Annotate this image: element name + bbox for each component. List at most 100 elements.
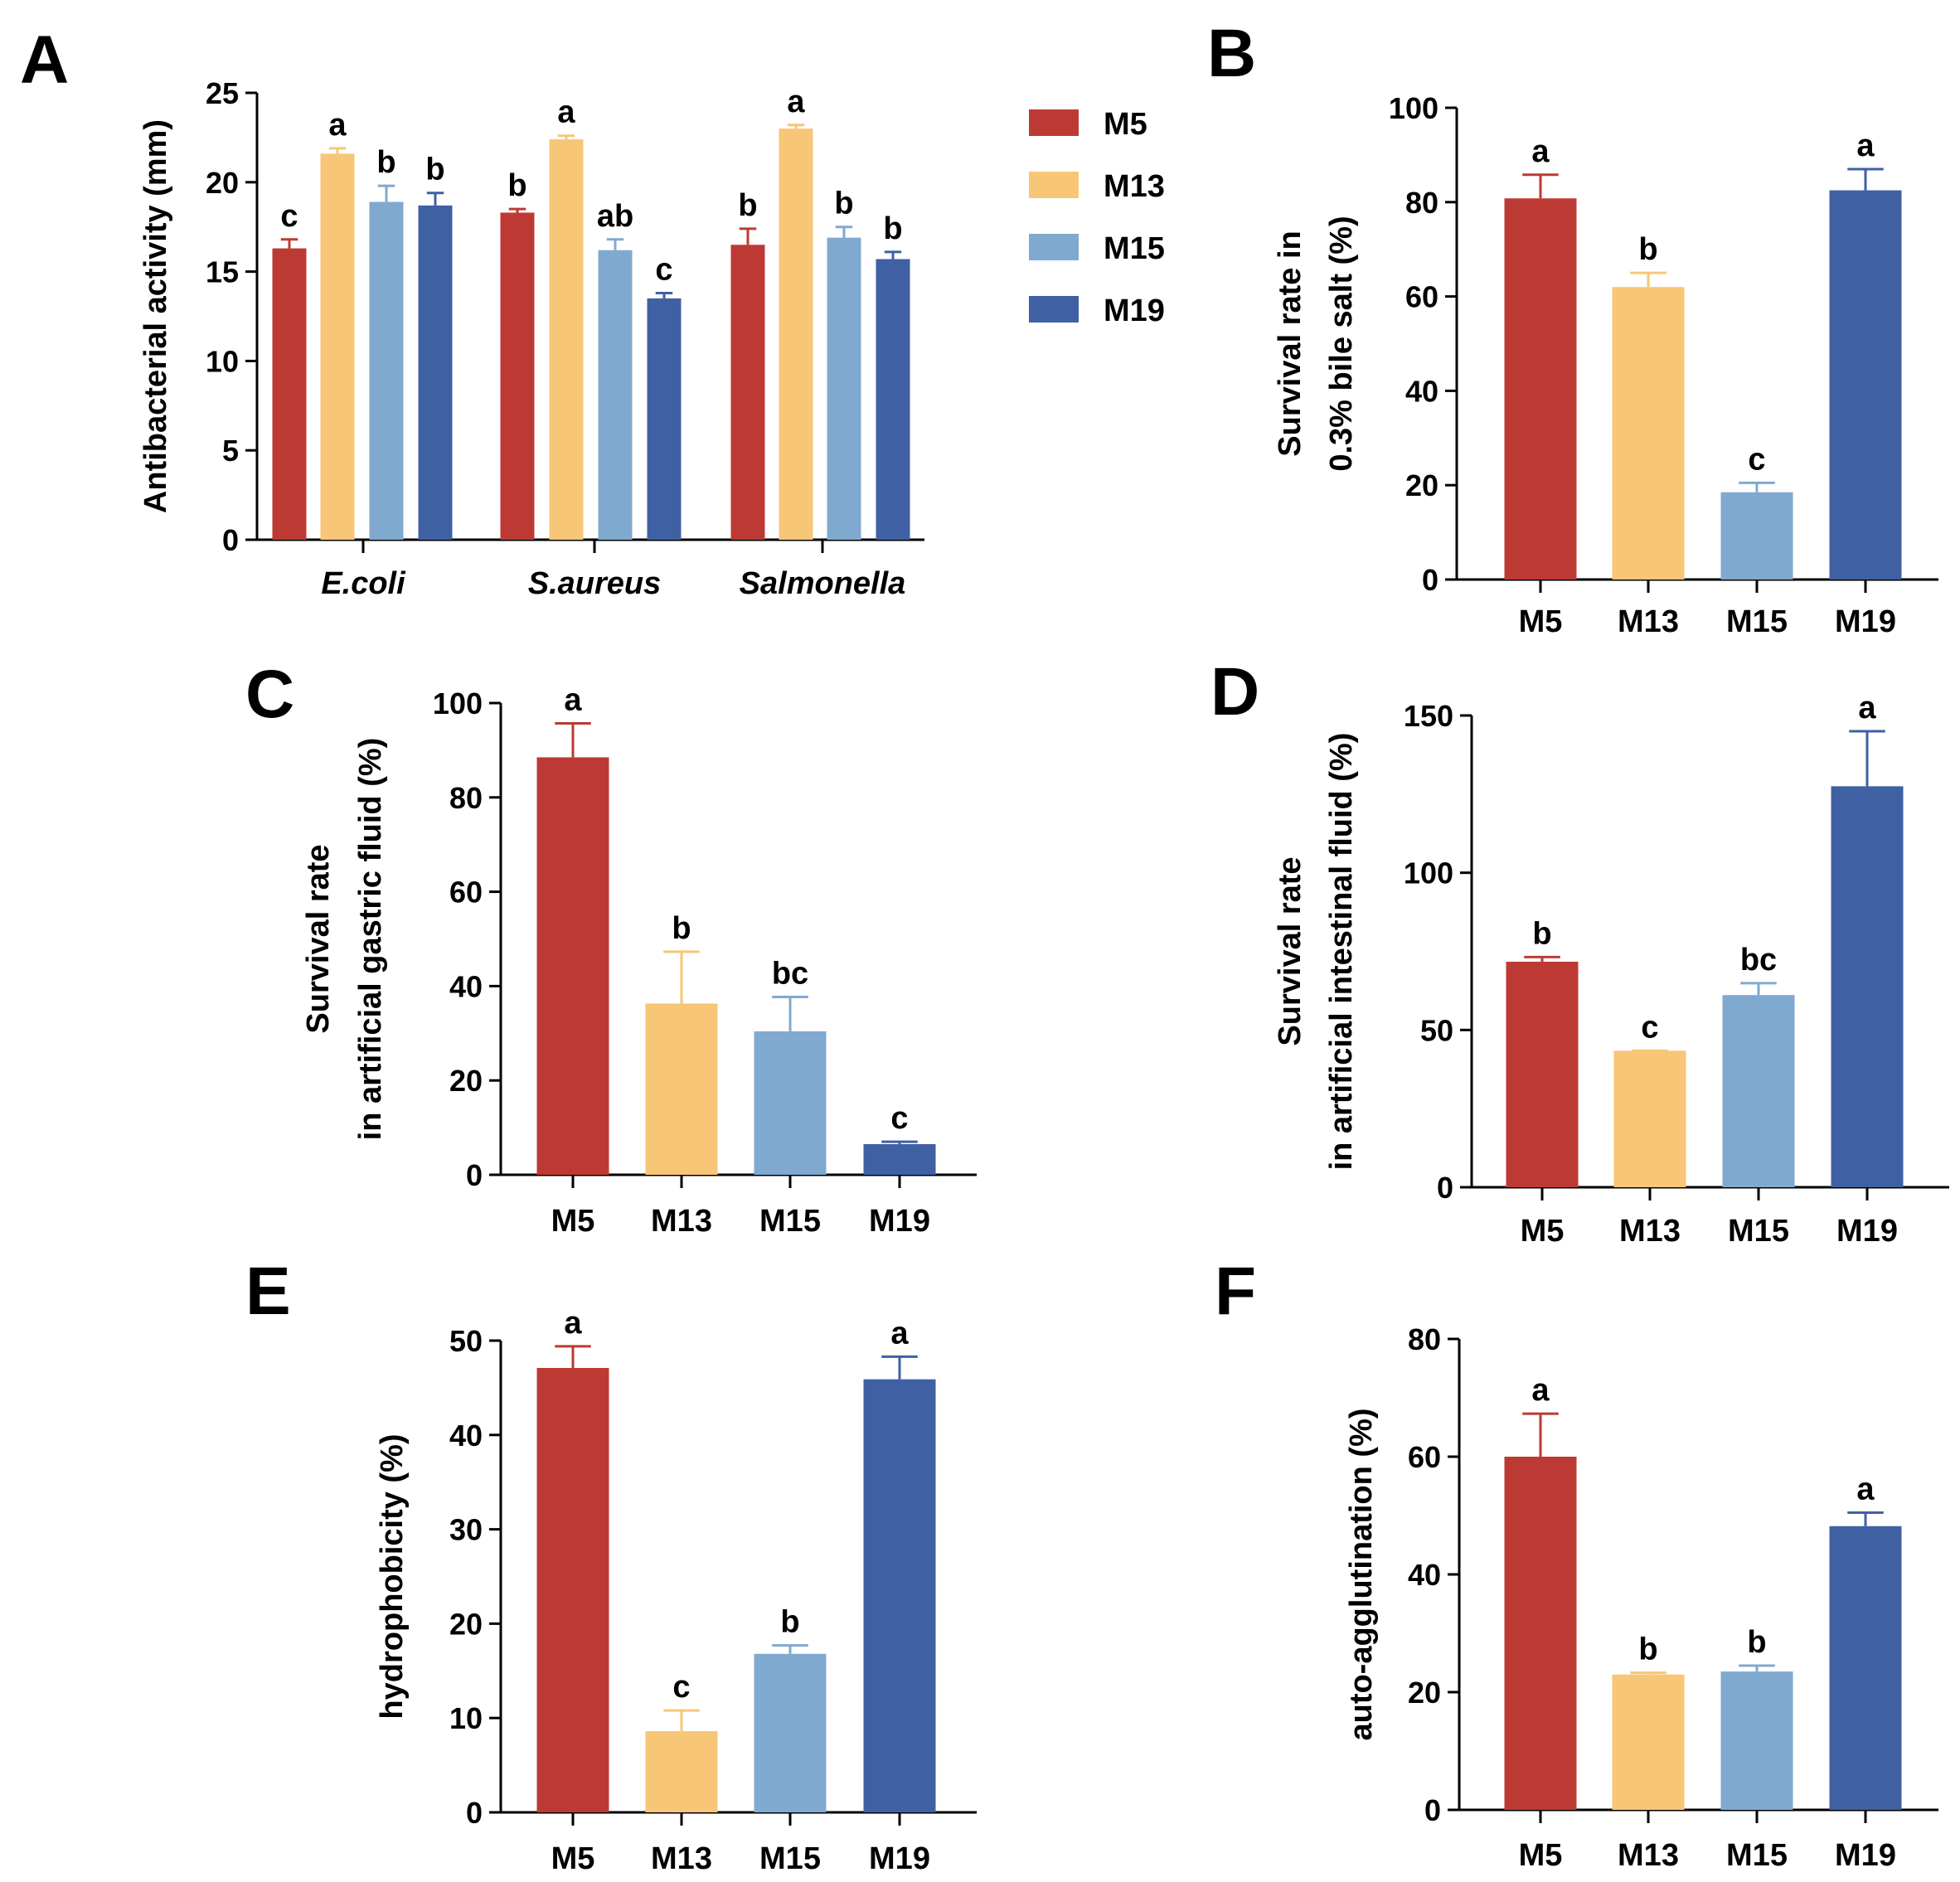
- panel-e: E 0 10 20 30 40 50 hydrophobicity (%) M5 a M13 c M15…: [245, 1254, 977, 1876]
- y-tick-label: 60: [1405, 280, 1438, 314]
- bar: [827, 237, 861, 540]
- bar: [536, 757, 609, 1175]
- y-tick-label: 5: [222, 434, 239, 468]
- y-tick-label: 50: [449, 1324, 483, 1358]
- bar: [536, 1368, 609, 1812]
- significance-letter: bc: [772, 956, 808, 991]
- bar: [645, 1731, 718, 1812]
- significance-letter: b: [738, 188, 757, 223]
- panel-c: C 0 20 40 60 80 100 Survival rate in artificial …: [245, 657, 977, 1239]
- x-category-label: M19: [1836, 1214, 1898, 1249]
- significance-letter: b: [1638, 1632, 1657, 1667]
- significance-letter: b: [425, 153, 444, 187]
- y-tick-label: 0: [466, 1158, 483, 1192]
- y-tick-label: 50: [1420, 1013, 1453, 1047]
- bar: [1831, 786, 1904, 1187]
- legend-swatch: [1029, 296, 1079, 323]
- bar: [754, 1031, 827, 1175]
- legend-swatch: [1029, 172, 1079, 198]
- x-category-label: M15: [1726, 1838, 1788, 1873]
- y-axis-label: auto-agglutination (%): [1344, 1408, 1379, 1740]
- y-tick-label: 80: [449, 781, 483, 815]
- x-category-label: M5: [1519, 604, 1563, 639]
- x-category-label: Salmonella: [740, 566, 906, 601]
- significance-letter: b: [507, 168, 526, 203]
- y-tick-label: 0: [222, 523, 239, 557]
- y-tick-label: 20: [449, 1607, 483, 1641]
- y-tick-label: 100: [1389, 91, 1438, 125]
- bar: [1720, 1671, 1793, 1810]
- panel-label: D: [1210, 654, 1259, 730]
- significance-letter: ab: [597, 199, 633, 234]
- x-category-label: M13: [1619, 1214, 1681, 1249]
- y-tick-label: 0: [1437, 1171, 1453, 1205]
- bar: [598, 250, 633, 540]
- significance-letter: c: [1748, 442, 1765, 477]
- y-axis-label: Antibacterial activity (mm): [138, 119, 173, 513]
- bar: [369, 201, 404, 541]
- x-category-label: M13: [1618, 604, 1679, 639]
- x-category-label: M13: [651, 1204, 712, 1239]
- bar: [645, 1003, 718, 1175]
- bar: [647, 298, 682, 540]
- significance-letter: b: [834, 187, 853, 221]
- significance-letter: b: [1747, 1625, 1766, 1660]
- y-axis-label: in artificial gastric fluid (%): [353, 738, 388, 1141]
- y-tick-label: 20: [1405, 468, 1438, 502]
- y-tick-label: 15: [206, 255, 239, 289]
- bar: [1504, 1457, 1577, 1810]
- significance-letter: a: [1531, 134, 1550, 169]
- panel-d: D 0 50 100 150 Survival rate in artificial int…: [1210, 654, 1949, 1249]
- bar: [863, 1144, 936, 1175]
- bar: [876, 259, 910, 540]
- legend-label: M5: [1104, 107, 1147, 142]
- y-tick-label: 60: [1408, 1440, 1441, 1474]
- y-axis-label: Survival rate: [1273, 856, 1307, 1045]
- significance-letter: a: [787, 85, 805, 119]
- legend: M5 M13 M15 M19: [1029, 107, 1165, 328]
- x-category-label: M15: [759, 1841, 821, 1876]
- panel-label: E: [245, 1254, 291, 1329]
- significance-letter: b: [672, 911, 691, 946]
- significance-letter: a: [1856, 1472, 1875, 1506]
- significance-letter: a: [890, 1316, 909, 1351]
- significance-letter: b: [1532, 916, 1551, 951]
- y-tick-label: 80: [1408, 1322, 1441, 1356]
- bar: [1829, 1525, 1902, 1810]
- bar: [1612, 287, 1685, 580]
- y-tick-label: 20: [449, 1064, 483, 1098]
- bar: [320, 153, 355, 540]
- bar: [1612, 1674, 1685, 1810]
- significance-letter: a: [557, 95, 575, 130]
- x-category-label: M5: [551, 1841, 595, 1876]
- y-axis-label: 0.3% bile salt (%): [1324, 216, 1359, 471]
- bar: [863, 1379, 936, 1812]
- panel-label: C: [245, 657, 294, 732]
- bar: [1504, 198, 1577, 580]
- x-category-label: M15: [1728, 1214, 1789, 1249]
- legend-swatch: [1029, 234, 1079, 260]
- x-category-label: M5: [1521, 1214, 1565, 1249]
- legend-label: M19: [1104, 293, 1165, 328]
- significance-letter: a: [1858, 691, 1876, 725]
- x-category-label: M19: [1835, 1838, 1896, 1873]
- significance-letter: b: [883, 211, 902, 246]
- y-axis-label: Survival rate: [301, 844, 336, 1033]
- significance-letter: c: [1641, 1010, 1658, 1045]
- significance-letter: b: [376, 145, 395, 180]
- bar: [754, 1653, 827, 1812]
- y-tick-label: 100: [1404, 856, 1453, 890]
- panel-label: B: [1207, 16, 1256, 91]
- y-tick-label: 40: [449, 1419, 483, 1453]
- significance-letter: b: [1638, 232, 1657, 267]
- bar: [1720, 492, 1793, 580]
- significance-letter: a: [564, 1306, 582, 1341]
- y-tick-label: 40: [449, 969, 483, 1003]
- bar: [418, 205, 453, 540]
- x-category-label: M15: [1726, 604, 1788, 639]
- x-category-label: S.aureus: [528, 566, 662, 601]
- legend-label: M15: [1104, 231, 1165, 266]
- x-category-label: M19: [1835, 604, 1896, 639]
- y-tick-label: 10: [449, 1701, 483, 1735]
